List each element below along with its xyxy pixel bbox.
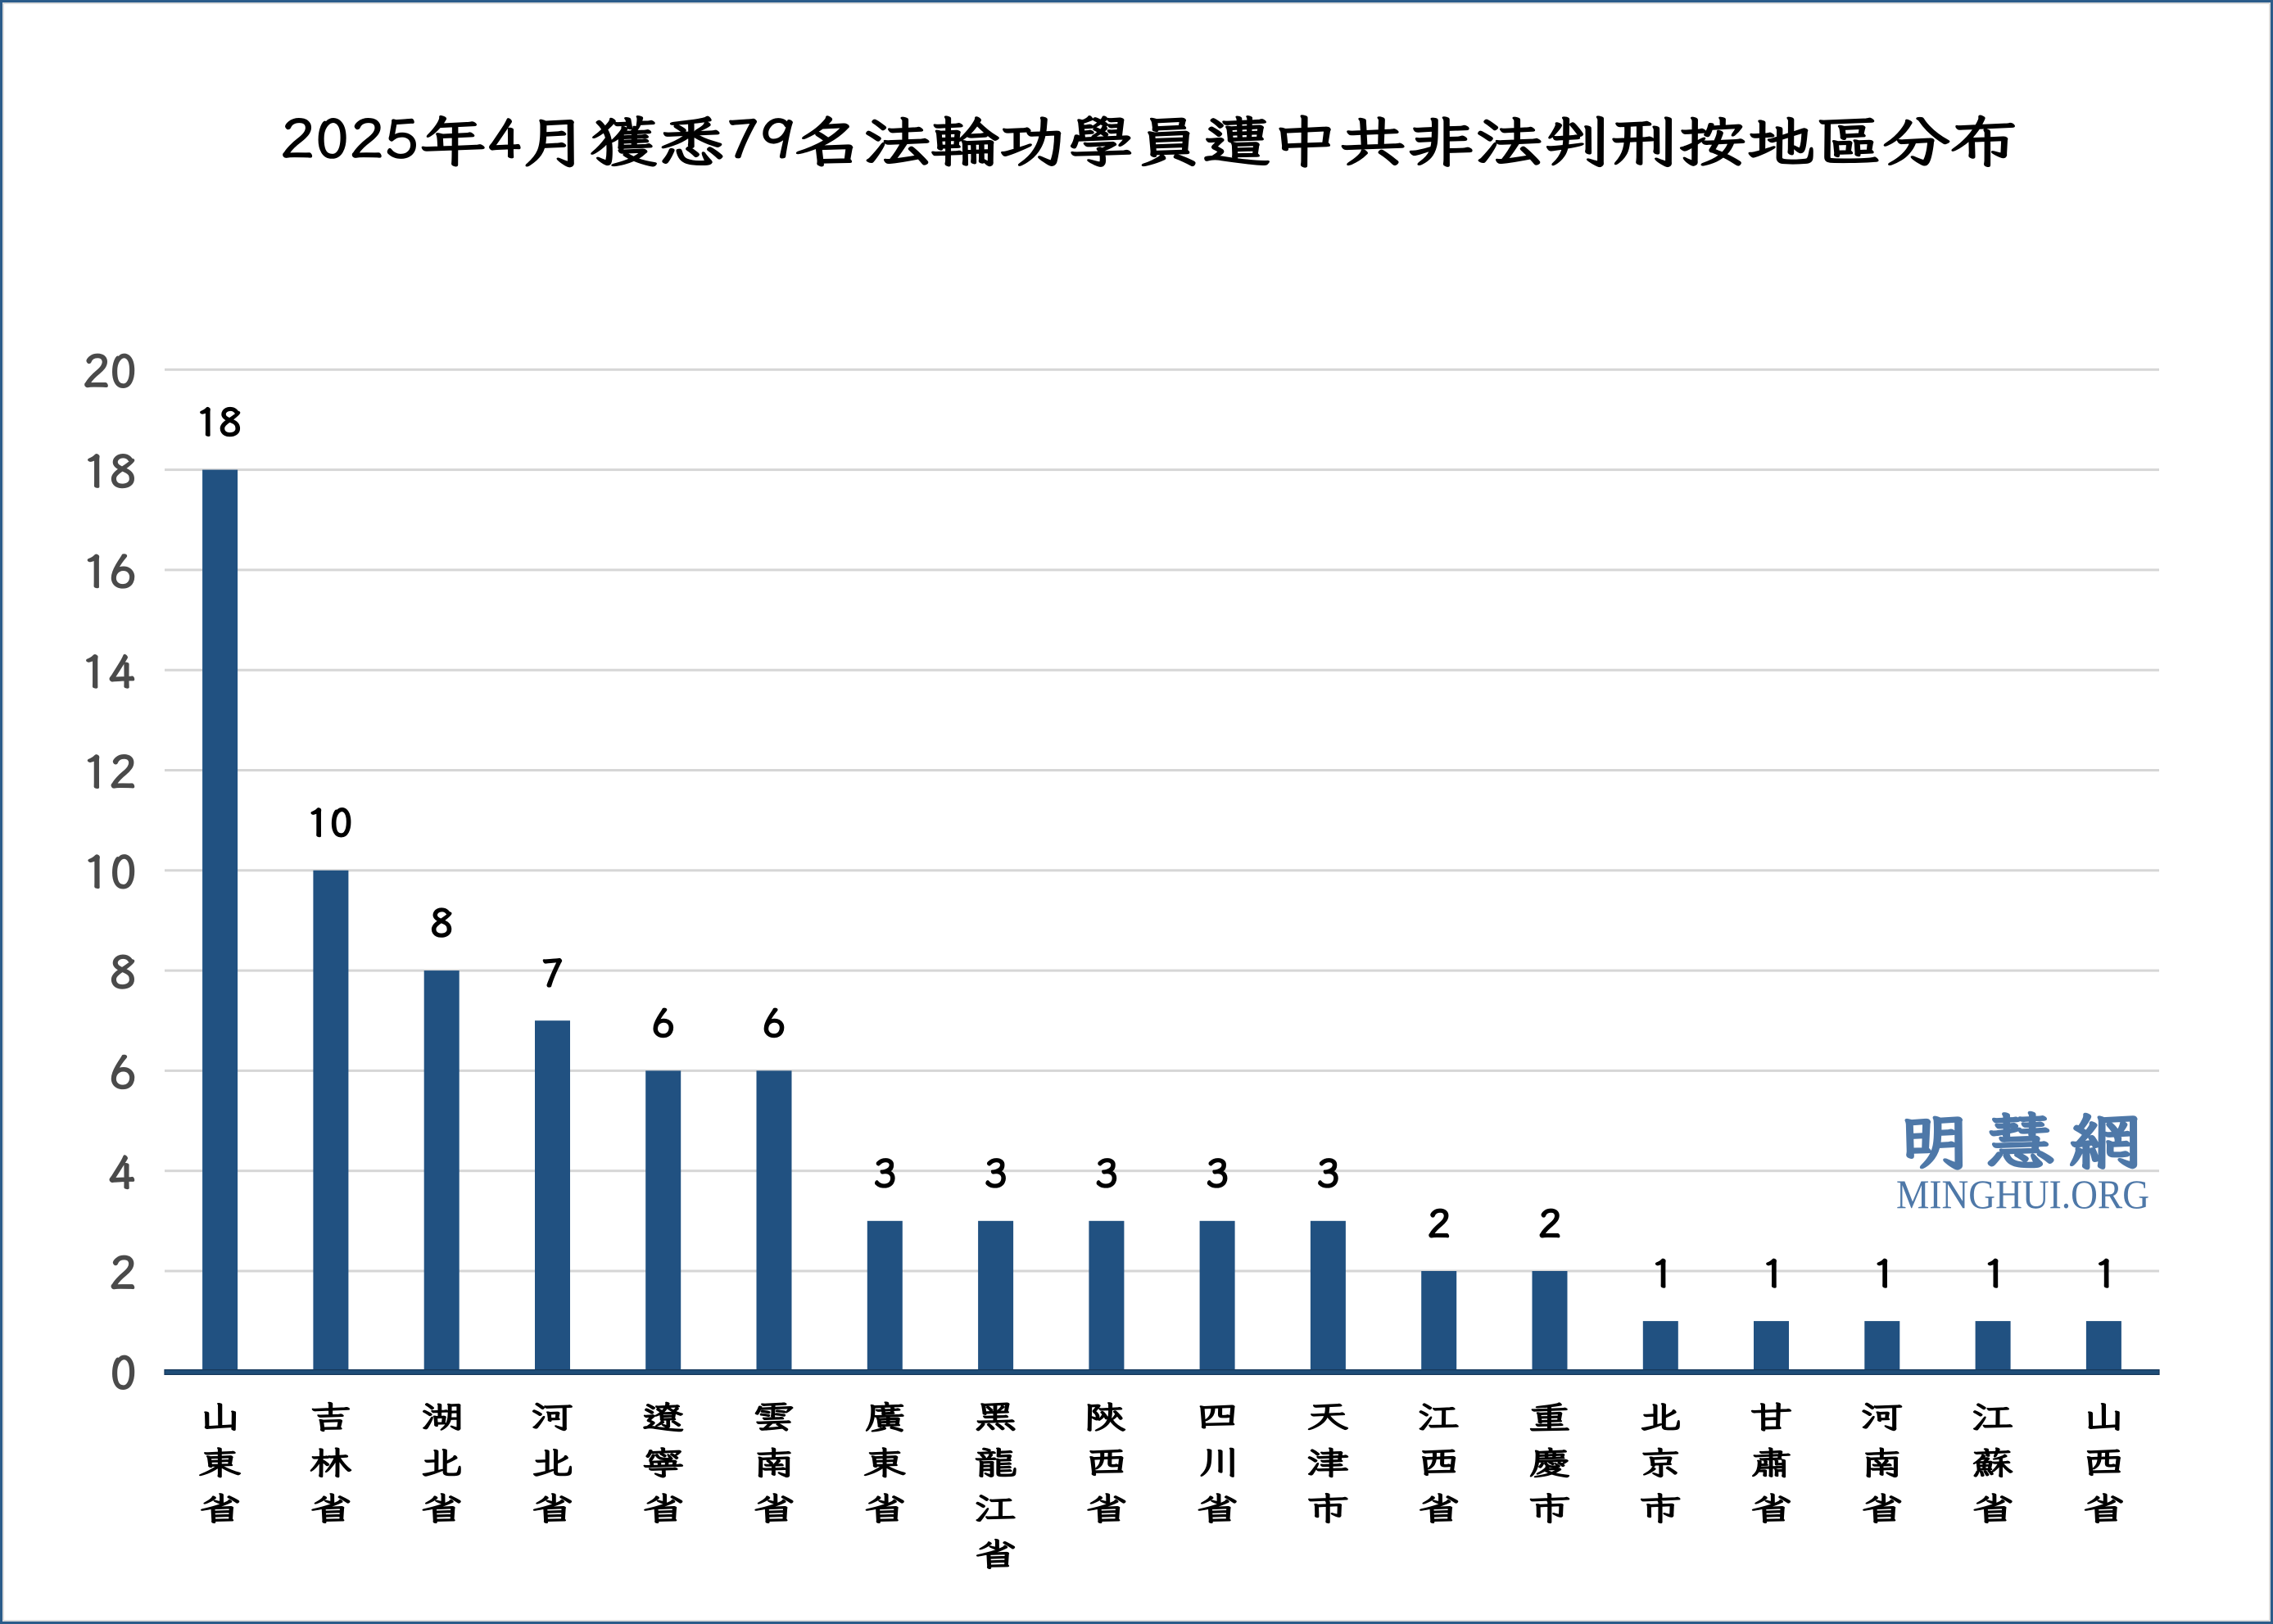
svg-text:MINGHUI.ORG: MINGHUI.ORG — [1896, 1171, 2149, 1217]
